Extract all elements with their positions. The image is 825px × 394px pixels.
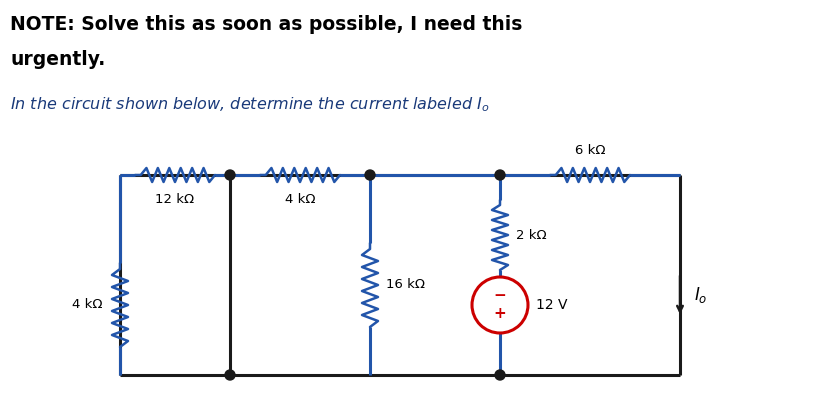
Circle shape: [225, 370, 235, 380]
Circle shape: [495, 170, 505, 180]
Text: 16 kΩ: 16 kΩ: [386, 279, 425, 292]
Text: −: −: [493, 288, 507, 303]
Text: 4 kΩ: 4 kΩ: [72, 299, 102, 312]
Text: 6 kΩ: 6 kΩ: [575, 144, 606, 157]
Text: 4 kΩ: 4 kΩ: [285, 193, 315, 206]
Text: 12 V: 12 V: [536, 298, 568, 312]
Text: 2 kΩ: 2 kΩ: [516, 229, 547, 242]
Circle shape: [365, 170, 375, 180]
Text: NOTE: Solve this as soon as possible, I need this: NOTE: Solve this as soon as possible, I …: [10, 15, 522, 34]
Text: In the circuit shown below, determine the current labeled $I_o$: In the circuit shown below, determine th…: [10, 95, 489, 114]
Text: 12 kΩ: 12 kΩ: [155, 193, 195, 206]
Text: +: +: [493, 307, 507, 322]
Text: $I_o$: $I_o$: [694, 285, 708, 305]
Circle shape: [495, 370, 505, 380]
Circle shape: [225, 170, 235, 180]
Text: urgently.: urgently.: [10, 50, 106, 69]
